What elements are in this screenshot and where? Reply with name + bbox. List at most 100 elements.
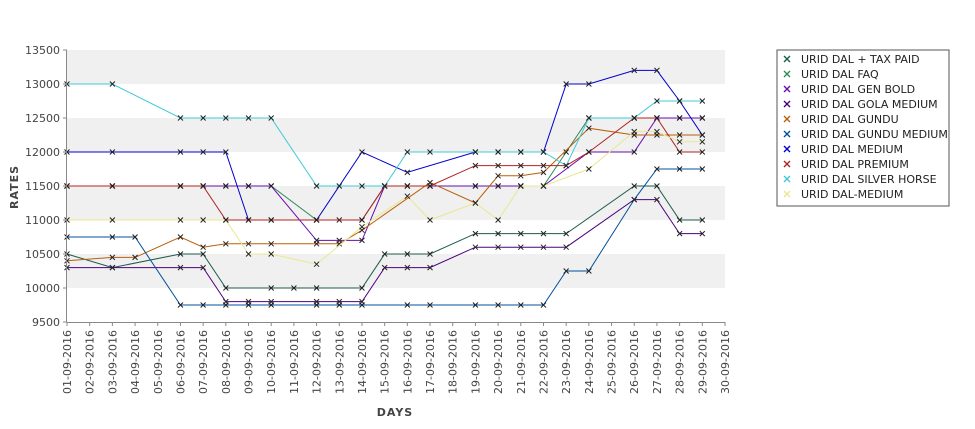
legend-item: URID DAL-MEDIUM	[783, 188, 903, 201]
data-point-marker	[222, 285, 229, 291]
data-point-marker	[699, 149, 706, 155]
data-point-marker	[472, 200, 479, 206]
data-point-marker	[109, 234, 116, 240]
legend-item: URID DAL GEN BOLD	[783, 83, 915, 96]
series-line	[67, 131, 703, 265]
data-point-marker	[268, 115, 275, 121]
y-axis: 9500 10000 10500 11000 11500 12000 12500 13000 1…	[25, 44, 67, 329]
series-line	[67, 117, 703, 221]
y-tick-label: 12500	[25, 112, 60, 125]
legend-marker	[783, 145, 791, 153]
data-point-marker	[654, 128, 660, 135]
data-point-marker	[268, 251, 275, 257]
data-point-marker	[540, 169, 547, 176]
data-point-marker	[676, 138, 683, 145]
data-point-marker	[177, 251, 184, 257]
series-layer	[64, 67, 706, 308]
data-point-marker	[268, 285, 275, 291]
data-point-marker	[654, 98, 660, 104]
data-point-marker	[109, 81, 116, 87]
x-tick-label: 19-09-2016	[469, 330, 482, 394]
legend-label: URID DAL-MEDIUM	[801, 188, 903, 201]
x-tick-label: 09-09-2016	[243, 330, 256, 394]
x-tick-label: 16-09-2016	[401, 330, 414, 394]
data-point-marker	[699, 115, 706, 121]
data-point-marker	[586, 149, 592, 155]
data-point-marker	[404, 183, 411, 189]
legend-item: URID DAL FAQ	[783, 68, 879, 81]
x-tick-label: 02-09-2016	[84, 330, 97, 394]
data-point-marker	[699, 138, 706, 145]
data-point-marker	[404, 264, 411, 271]
data-point-marker	[472, 183, 479, 189]
data-point-marker	[699, 166, 706, 172]
series	[64, 81, 706, 189]
legend-item: URID DAL MEDIUM	[783, 143, 903, 156]
data-point-marker	[654, 67, 660, 74]
data-point-marker	[200, 302, 206, 308]
data-point-marker	[245, 217, 252, 223]
x-axis: 01-09-2016 02-09-2016 03-09-2016 04-09-2016…	[61, 322, 732, 394]
y-axis-title: RATES	[8, 165, 21, 209]
data-point-marker	[200, 264, 206, 271]
data-point-marker	[200, 115, 206, 121]
grid-band	[67, 118, 725, 152]
data-point-marker	[222, 240, 229, 247]
x-tick-label: 15-09-2016	[379, 330, 392, 394]
y-tick-label: 10500	[25, 248, 60, 261]
legend-marker	[783, 130, 791, 138]
data-point-marker	[177, 234, 184, 240]
legend-label: URID DAL GEN BOLD	[801, 83, 915, 96]
legend-marker	[783, 175, 791, 183]
data-point-marker	[222, 217, 229, 223]
x-tick-label: 04-09-2016	[129, 330, 142, 394]
data-point-marker	[359, 183, 365, 189]
data-point-marker	[177, 115, 184, 121]
data-point-marker	[336, 183, 343, 189]
x-tick-label: 30-09-2016	[719, 330, 732, 394]
x-tick-label: 14-09-2016	[356, 330, 369, 394]
data-point-marker	[177, 302, 184, 308]
legend-item: URID DAL PREMIUM	[783, 158, 909, 171]
data-point-marker	[200, 149, 206, 155]
data-point-marker	[654, 196, 660, 203]
x-tick-label: 07-09-2016	[197, 330, 210, 394]
data-point-marker	[427, 217, 433, 223]
legend-label: URID DAL MEDIUM	[801, 143, 903, 156]
data-point-marker	[359, 237, 365, 244]
x-tick-label: 26-09-2016	[628, 330, 641, 394]
data-point-marker	[268, 183, 275, 189]
grid-band	[67, 254, 725, 288]
data-point-marker	[245, 240, 252, 247]
legend-marker	[783, 85, 791, 93]
data-point-marker	[540, 149, 547, 155]
data-point-marker	[563, 244, 570, 251]
data-point-marker	[132, 254, 138, 261]
data-point-marker	[540, 244, 547, 251]
data-point-marker	[381, 264, 388, 271]
legend-label: URID DAL FAQ	[801, 68, 879, 81]
legend-marker	[783, 190, 791, 198]
data-point-marker	[313, 183, 320, 189]
data-point-marker	[245, 183, 252, 189]
y-tick-label: 12000	[25, 146, 60, 159]
x-tick-label: 12-09-2016	[311, 330, 324, 394]
data-point-marker	[517, 149, 524, 155]
data-point-marker	[563, 268, 570, 274]
x-tick-label: 11-09-2016	[288, 330, 301, 394]
legend-label: URID DAL PREMIUM	[801, 158, 909, 171]
x-tick-label: 13-09-2016	[333, 330, 346, 394]
data-point-marker	[586, 81, 592, 87]
data-point-marker	[631, 196, 638, 203]
x-tick-label: 22-09-2016	[537, 330, 550, 394]
data-point-marker	[109, 183, 116, 189]
data-point-marker	[427, 183, 433, 189]
data-point-marker	[200, 251, 206, 257]
legend-label: URID DAL GUNDU MEDIUM	[801, 128, 948, 141]
data-point-marker	[631, 115, 638, 121]
legend-label: URID DAL GUNDU	[801, 113, 899, 126]
x-tick-label: 05-09-2016	[152, 330, 165, 394]
data-point-marker	[109, 264, 116, 271]
data-point-marker	[563, 230, 570, 237]
grid-band	[67, 50, 725, 84]
